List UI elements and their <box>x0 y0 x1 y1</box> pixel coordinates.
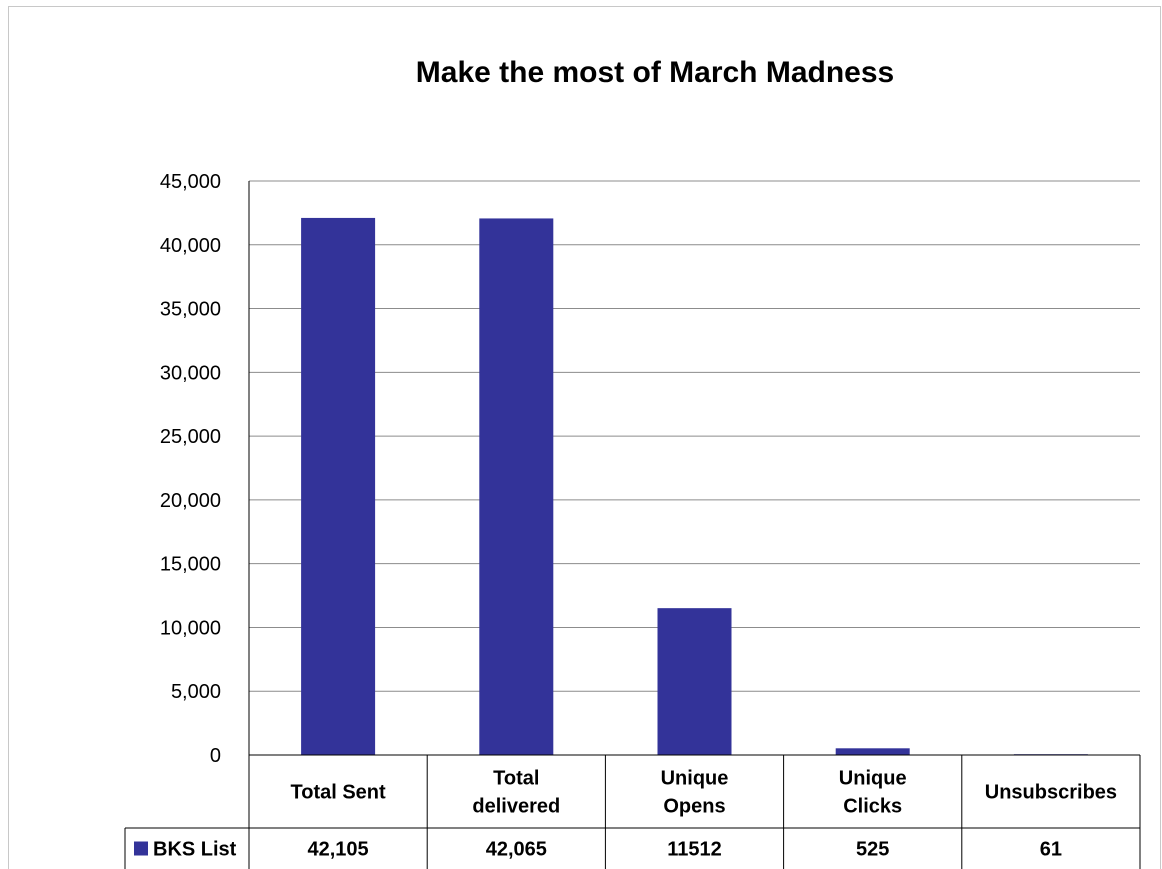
bar <box>835 748 910 755</box>
data-table-value: 42,105 <box>308 839 369 861</box>
y-tick-label: 30,000 <box>160 362 221 384</box>
category-label: Total <box>493 768 539 790</box>
category-label: Unique <box>661 768 729 790</box>
y-tick-label: 10,000 <box>160 617 221 639</box>
data-table-value: 42,065 <box>486 839 547 861</box>
category-label: delivered <box>472 796 560 818</box>
data-table-value: 525 <box>856 839 889 861</box>
data-table: Total Sent Total delivered Unique Opens Uniqu… <box>124 754 1141 869</box>
bar <box>657 608 732 755</box>
bar <box>301 217 376 755</box>
y-tick-label: 0 <box>210 745 221 767</box>
category-label: Unsubscribes <box>985 782 1117 804</box>
category-label: Clicks <box>843 796 902 818</box>
y-axis-ticks: 0 5,000 10,000 15,000 20,000 25,000 30,000 35,0… <box>160 171 221 767</box>
y-tick-label: 35,000 <box>160 299 221 321</box>
y-tick-label: 40,000 <box>160 235 221 257</box>
bar <box>479 218 554 755</box>
category-label: Total Sent <box>291 782 387 804</box>
y-tick-label: 20,000 <box>160 490 221 512</box>
legend-key <box>134 841 148 856</box>
y-tick-label: 25,000 <box>160 426 221 448</box>
category-label: Unique <box>839 768 907 790</box>
y-tick-label: 5,000 <box>171 681 221 703</box>
data-table-value: 61 <box>1040 839 1062 861</box>
gridlines <box>248 180 1140 755</box>
chart-frame <box>8 6 1161 869</box>
chart-title: Make the most of March Madness <box>416 56 894 89</box>
category-label: Opens <box>663 796 725 818</box>
bars <box>301 217 1088 756</box>
legend-series-name: BKS List <box>153 839 237 861</box>
y-tick-label: 45,000 <box>160 171 221 193</box>
data-table-value: 11512 <box>667 839 722 861</box>
y-tick-label: 15,000 <box>160 554 221 576</box>
